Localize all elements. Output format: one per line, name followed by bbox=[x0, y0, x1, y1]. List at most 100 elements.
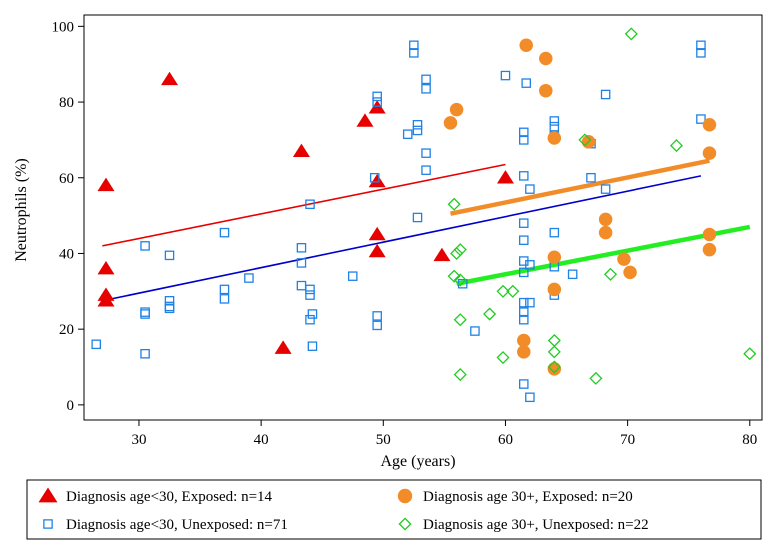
data-point bbox=[702, 118, 717, 132]
data-point bbox=[496, 284, 510, 298]
data-point bbox=[140, 241, 150, 251]
data-point bbox=[519, 218, 529, 228]
data-point bbox=[447, 197, 461, 211]
data-point bbox=[547, 362, 562, 376]
plot-area bbox=[83, 14, 763, 421]
data-point bbox=[506, 284, 520, 298]
data-point bbox=[600, 184, 611, 194]
data-point bbox=[617, 252, 631, 266]
y-tick-label: 80 bbox=[59, 95, 74, 111]
data-point bbox=[307, 341, 318, 351]
data-point bbox=[519, 267, 529, 278]
data-point bbox=[519, 171, 529, 181]
data-point bbox=[421, 84, 431, 94]
data-point bbox=[696, 114, 706, 124]
data-point bbox=[567, 269, 578, 280]
legend-label: Diagnosis age<30, Exposed: n=14 bbox=[66, 489, 273, 505]
data-point bbox=[539, 51, 553, 66]
data-point bbox=[517, 333, 531, 348]
x-tick-label: 40 bbox=[254, 432, 269, 448]
data-point bbox=[307, 309, 318, 319]
data-point bbox=[547, 282, 562, 297]
data-point bbox=[161, 71, 179, 86]
trend-line-2 bbox=[102, 175, 702, 302]
x-tick-label: 30 bbox=[131, 432, 146, 448]
legend-box bbox=[26, 479, 762, 540]
data-point bbox=[449, 102, 464, 117]
legend-item: Diagnosis age<30, Unexposed: n=71 bbox=[43, 517, 288, 533]
data-point bbox=[421, 148, 431, 158]
data-point bbox=[164, 303, 175, 314]
data-point bbox=[421, 74, 431, 85]
data-point bbox=[598, 225, 613, 240]
data-point bbox=[539, 83, 553, 98]
data-point bbox=[409, 48, 419, 58]
legend-marker bbox=[38, 487, 58, 503]
data-point bbox=[164, 295, 175, 306]
y-tick-label: 20 bbox=[59, 322, 74, 338]
data-point bbox=[450, 246, 464, 261]
data-point bbox=[305, 314, 315, 325]
data-point bbox=[702, 242, 717, 257]
trend-line-1 bbox=[102, 163, 506, 247]
series-3 bbox=[443, 38, 717, 376]
data-point bbox=[519, 307, 529, 317]
data-point bbox=[696, 48, 706, 58]
data-point bbox=[140, 348, 150, 359]
data-point bbox=[669, 139, 684, 153]
y-axis-title: Neutrophils (%) bbox=[13, 158, 30, 262]
data-point bbox=[589, 371, 603, 385]
data-points bbox=[91, 27, 757, 403]
legend-item: Diagnosis age 30+, Exposed: n=20 bbox=[397, 488, 633, 505]
data-point bbox=[549, 227, 560, 238]
data-point bbox=[97, 260, 115, 275]
data-point bbox=[97, 293, 115, 307]
data-point bbox=[547, 131, 562, 145]
y-tick-label: 60 bbox=[59, 171, 74, 187]
data-point bbox=[702, 146, 717, 160]
data-point bbox=[519, 127, 529, 138]
legend-marker bbox=[397, 488, 413, 504]
data-point bbox=[696, 40, 706, 51]
data-point bbox=[547, 360, 561, 374]
data-point bbox=[368, 243, 386, 258]
data-point bbox=[433, 247, 451, 262]
data-point bbox=[368, 173, 386, 188]
data-point bbox=[525, 297, 535, 308]
x-tick-label: 60 bbox=[498, 432, 513, 448]
data-point bbox=[453, 313, 467, 327]
legend-marker bbox=[43, 519, 53, 529]
legend-item: Diagnosis age<30, Exposed: n=14 bbox=[38, 487, 273, 505]
x-axis-title: Age (years) bbox=[380, 453, 455, 470]
data-point bbox=[372, 97, 382, 107]
data-point bbox=[219, 284, 230, 295]
data-point bbox=[549, 116, 560, 126]
data-point bbox=[372, 311, 382, 321]
data-point bbox=[347, 271, 358, 281]
data-point bbox=[598, 212, 613, 227]
data-point bbox=[412, 119, 423, 130]
data-point bbox=[356, 113, 374, 127]
data-point bbox=[274, 340, 292, 354]
data-point bbox=[517, 345, 531, 359]
data-point bbox=[519, 235, 529, 245]
data-point bbox=[519, 297, 529, 308]
legend-label: Diagnosis age 30+, Exposed: n=20 bbox=[423, 489, 633, 505]
data-point bbox=[547, 345, 561, 359]
data-point bbox=[453, 368, 467, 382]
data-point bbox=[305, 199, 315, 210]
data-point bbox=[219, 294, 230, 304]
data-point bbox=[368, 226, 386, 241]
data-point bbox=[547, 250, 562, 264]
data-point bbox=[623, 265, 637, 280]
data-point bbox=[483, 307, 497, 321]
data-point bbox=[412, 212, 423, 223]
trend-line-4 bbox=[456, 224, 751, 286]
data-point bbox=[702, 227, 717, 242]
x-tick-label: 70 bbox=[620, 432, 635, 448]
data-point bbox=[496, 170, 514, 184]
data-point bbox=[305, 284, 315, 295]
data-point bbox=[549, 121, 560, 132]
x-tick-label: 50 bbox=[376, 432, 391, 448]
